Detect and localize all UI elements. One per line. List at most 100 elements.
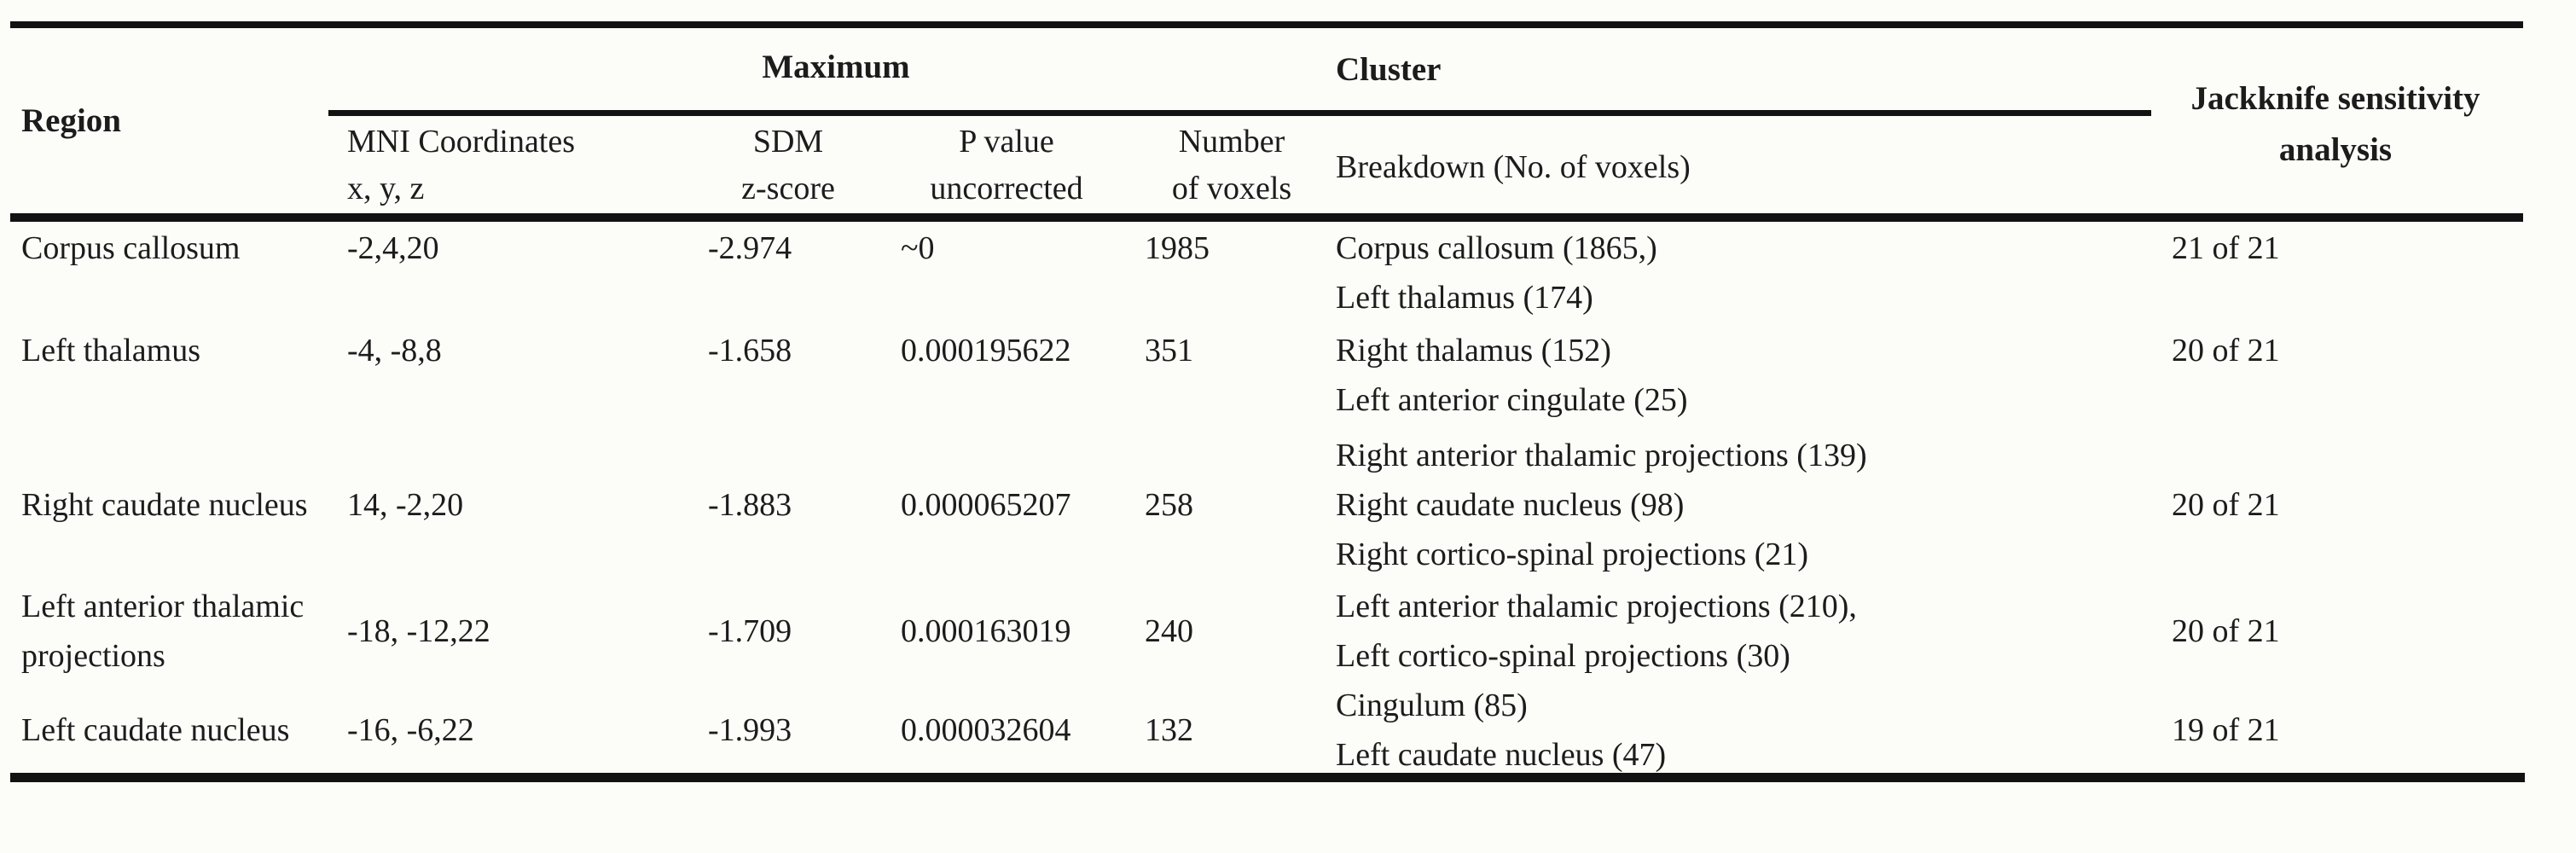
mni-coordinates-value: -4, -8,8	[347, 333, 442, 368]
cell-jackknife: 19 of 21	[2161, 681, 2513, 780]
column-header-sdm-line1: SDM	[752, 124, 824, 160]
cell-p: 0.000195622	[891, 326, 1134, 428]
cell-voxels: 258	[1134, 428, 1326, 582]
cell-voxels: 351	[1134, 326, 1326, 428]
region-name-line1: Left anterior thalamic	[21, 589, 305, 624]
cell-p: 0.000065207	[891, 428, 1134, 582]
cell-p: 0.000163019	[891, 582, 1134, 681]
cell-sdm: -2.974	[698, 223, 891, 326]
column-header-p-line1: P value	[959, 124, 1054, 160]
breakdown-line: Right anterior thalamic projections (139…	[1336, 438, 1867, 473]
column-header-mni-line2: x, y, z	[347, 171, 425, 206]
cell-sdm: -1.993	[698, 681, 891, 780]
voxel-count: 1985	[1145, 230, 1210, 266]
header-bottom-rule	[10, 213, 2523, 222]
breakdown-line: Right caudate nucleus (98)	[1336, 487, 1685, 523]
cell-mni: -4, -8,8	[337, 326, 698, 428]
cell-breakdown: Corpus callosum (1865,) Left thalamus (1…	[1326, 223, 2161, 326]
column-header-mni-coordinates: MNI Coordinates x, y, z	[347, 119, 575, 212]
cell-jackknife: 20 of 21	[2161, 428, 2513, 582]
column-header-voxels-line1: Number	[1178, 124, 1285, 160]
cell-region: Left anterior thalamic projections	[10, 582, 337, 681]
breakdown-line: Corpus callosum (1865,)	[1336, 230, 1657, 266]
cell-region: Left thalamus	[10, 326, 337, 428]
breakdown-line: Left anterior thalamic projections (210)…	[1336, 589, 1857, 624]
cell-breakdown: Right anterior thalamic projections (139…	[1326, 428, 2161, 582]
p-value: 0.000032604	[901, 712, 1071, 748]
table-top-rule	[10, 21, 2523, 28]
table-bottom-rule	[10, 773, 2525, 782]
cell-mni: -2,4,20	[337, 223, 698, 326]
cell-voxels: 1985	[1134, 223, 1326, 326]
cell-sdm: -1.709	[698, 582, 891, 681]
jackknife-value: 19 of 21	[2172, 712, 2280, 748]
cell-breakdown: Right thalamus (152) Left anterior cingu…	[1326, 326, 2161, 428]
jackknife-value: 20 of 21	[2172, 333, 2280, 368]
column-header-jackknife: Jackknife sensitivity analysis	[2165, 73, 2506, 176]
mni-coordinates-value: -16, -6,22	[347, 712, 474, 748]
column-header-sdm-line2: z-score	[741, 171, 835, 206]
cell-voxels: 240	[1134, 582, 1326, 681]
column-header-jackknife-line1: Jackknife sensitivity	[2190, 80, 2480, 117]
jackknife-value: 20 of 21	[2172, 613, 2280, 649]
region-name: Right caudate nucleus	[21, 487, 308, 523]
mni-coordinates-value: 14, -2,20	[347, 487, 464, 523]
cell-mni: -18, -12,22	[337, 582, 698, 681]
voxel-count: 351	[1145, 333, 1193, 368]
table-row: Left caudate nucleus -16, -6,22 -1.993 0…	[10, 681, 2513, 780]
breakdown-line: Left cortico-spinal projections (30)	[1336, 638, 1790, 674]
voxel-count: 132	[1145, 712, 1193, 748]
results-table: Corpus callosum -2,4,20 -2.974 ~0 1985 C…	[10, 223, 2513, 780]
cell-sdm: -1.658	[698, 326, 891, 428]
cell-voxels: 132	[1134, 681, 1326, 780]
region-name: Left caudate nucleus	[21, 712, 290, 748]
table-row: Left thalamus -4, -8,8 -1.658 0.00019562…	[10, 326, 2513, 428]
cell-p: ~0	[891, 223, 1134, 326]
sdm-zscore-value: -1.883	[708, 487, 792, 523]
column-header-jackknife-line2: analysis	[2278, 131, 2393, 168]
region-name-line2: projections	[21, 638, 165, 674]
mni-coordinates-value: -18, -12,22	[347, 613, 490, 649]
p-value: 0.000163019	[901, 613, 1071, 649]
breakdown-line: Cingulum (85)	[1336, 688, 1528, 723]
column-header-mni-line1: MNI Coordinates	[347, 124, 576, 160]
breakdown-line: Left anterior cingulate (25)	[1336, 382, 1688, 418]
sdm-zscore-value: -2.974	[708, 230, 792, 266]
p-value: ~0	[901, 230, 935, 266]
breakdown-line: Left caudate nucleus (47)	[1336, 737, 1667, 773]
cell-region: Right caudate nucleus	[10, 428, 337, 582]
cell-mni: -16, -6,22	[337, 681, 698, 780]
cell-region: Left caudate nucleus	[10, 681, 337, 780]
jackknife-value: 20 of 21	[2172, 487, 2280, 523]
p-value: 0.000195622	[901, 333, 1071, 368]
group-header-maximum: Maximum	[762, 49, 910, 85]
voxel-count: 258	[1145, 487, 1193, 523]
region-name: Left thalamus	[21, 333, 200, 368]
cell-region: Corpus callosum	[10, 223, 337, 326]
voxel-count: 240	[1145, 613, 1193, 649]
breakdown-line: Right thalamus (152)	[1336, 333, 1611, 368]
column-header-breakdown: Breakdown (No. of voxels)	[1336, 149, 1691, 185]
column-header-p-value: P value uncorrected	[879, 119, 1134, 212]
mni-coordinates-value: -2,4,20	[347, 230, 439, 266]
column-header-number-of-voxels: Number of voxels	[1146, 119, 1317, 212]
cell-mni: 14, -2,20	[337, 428, 698, 582]
sdm-zscore-value: -1.993	[708, 712, 792, 748]
column-header-p-line2: uncorrected	[930, 171, 1083, 206]
table-row: Left anterior thalamic projections -18, …	[10, 582, 2513, 681]
cell-sdm: -1.883	[698, 428, 891, 582]
sdm-zscore-value: -1.709	[708, 613, 792, 649]
jackknife-value: 21 of 21	[2172, 230, 2280, 266]
column-header-sdm-zscore: SDM z-score	[703, 119, 873, 212]
cell-breakdown: Left anterior thalamic projections (210)…	[1326, 582, 2161, 681]
table-row: Corpus callosum -2,4,20 -2.974 ~0 1985 C…	[10, 223, 2513, 326]
column-header-region: Region	[21, 102, 121, 139]
table-row: Right caudate nucleus 14, -2,20 -1.883 0…	[10, 428, 2513, 582]
region-name: Corpus callosum	[21, 230, 241, 266]
sdm-zscore-value: -1.658	[708, 333, 792, 368]
breakdown-line: Left thalamus (174)	[1336, 280, 1593, 316]
breakdown-line: Right cortico-spinal projections (21)	[1336, 537, 1809, 572]
group-header-spanner-rule	[328, 110, 2151, 116]
cell-jackknife: 20 of 21	[2161, 326, 2513, 428]
